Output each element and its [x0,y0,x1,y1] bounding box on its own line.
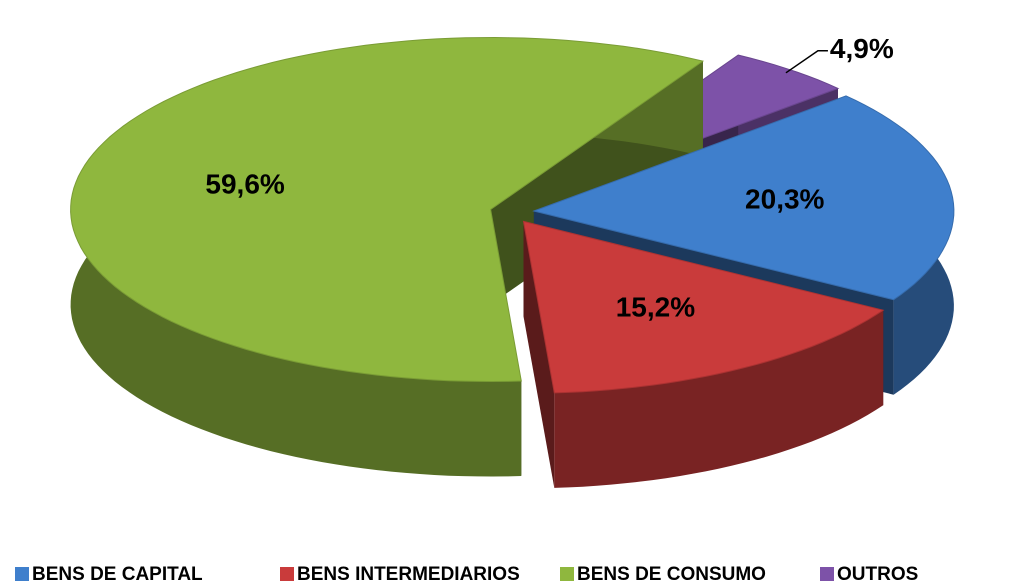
data-label: 59,6% [205,169,284,200]
data-label: 4,9% [830,33,894,64]
legend-label: BENS DE CONSUMO [577,564,766,585]
slice [70,36,705,383]
slice-side [554,310,884,488]
legend-swatch [820,567,834,581]
legend-label: BENS DE CAPITAL [32,564,203,585]
legend-label: BENS INTERMEDIARIOS [297,564,520,585]
leader-line [785,50,828,74]
data-label: 20,3% [745,184,824,215]
data-label: 15,2% [616,292,695,323]
legend-swatch [15,567,29,581]
legend-swatch [560,567,574,581]
slice [522,220,885,394]
slice [532,95,955,301]
legend-swatch [280,567,294,581]
legend-label: OUTROS [837,564,918,585]
slice-wall [523,221,555,488]
